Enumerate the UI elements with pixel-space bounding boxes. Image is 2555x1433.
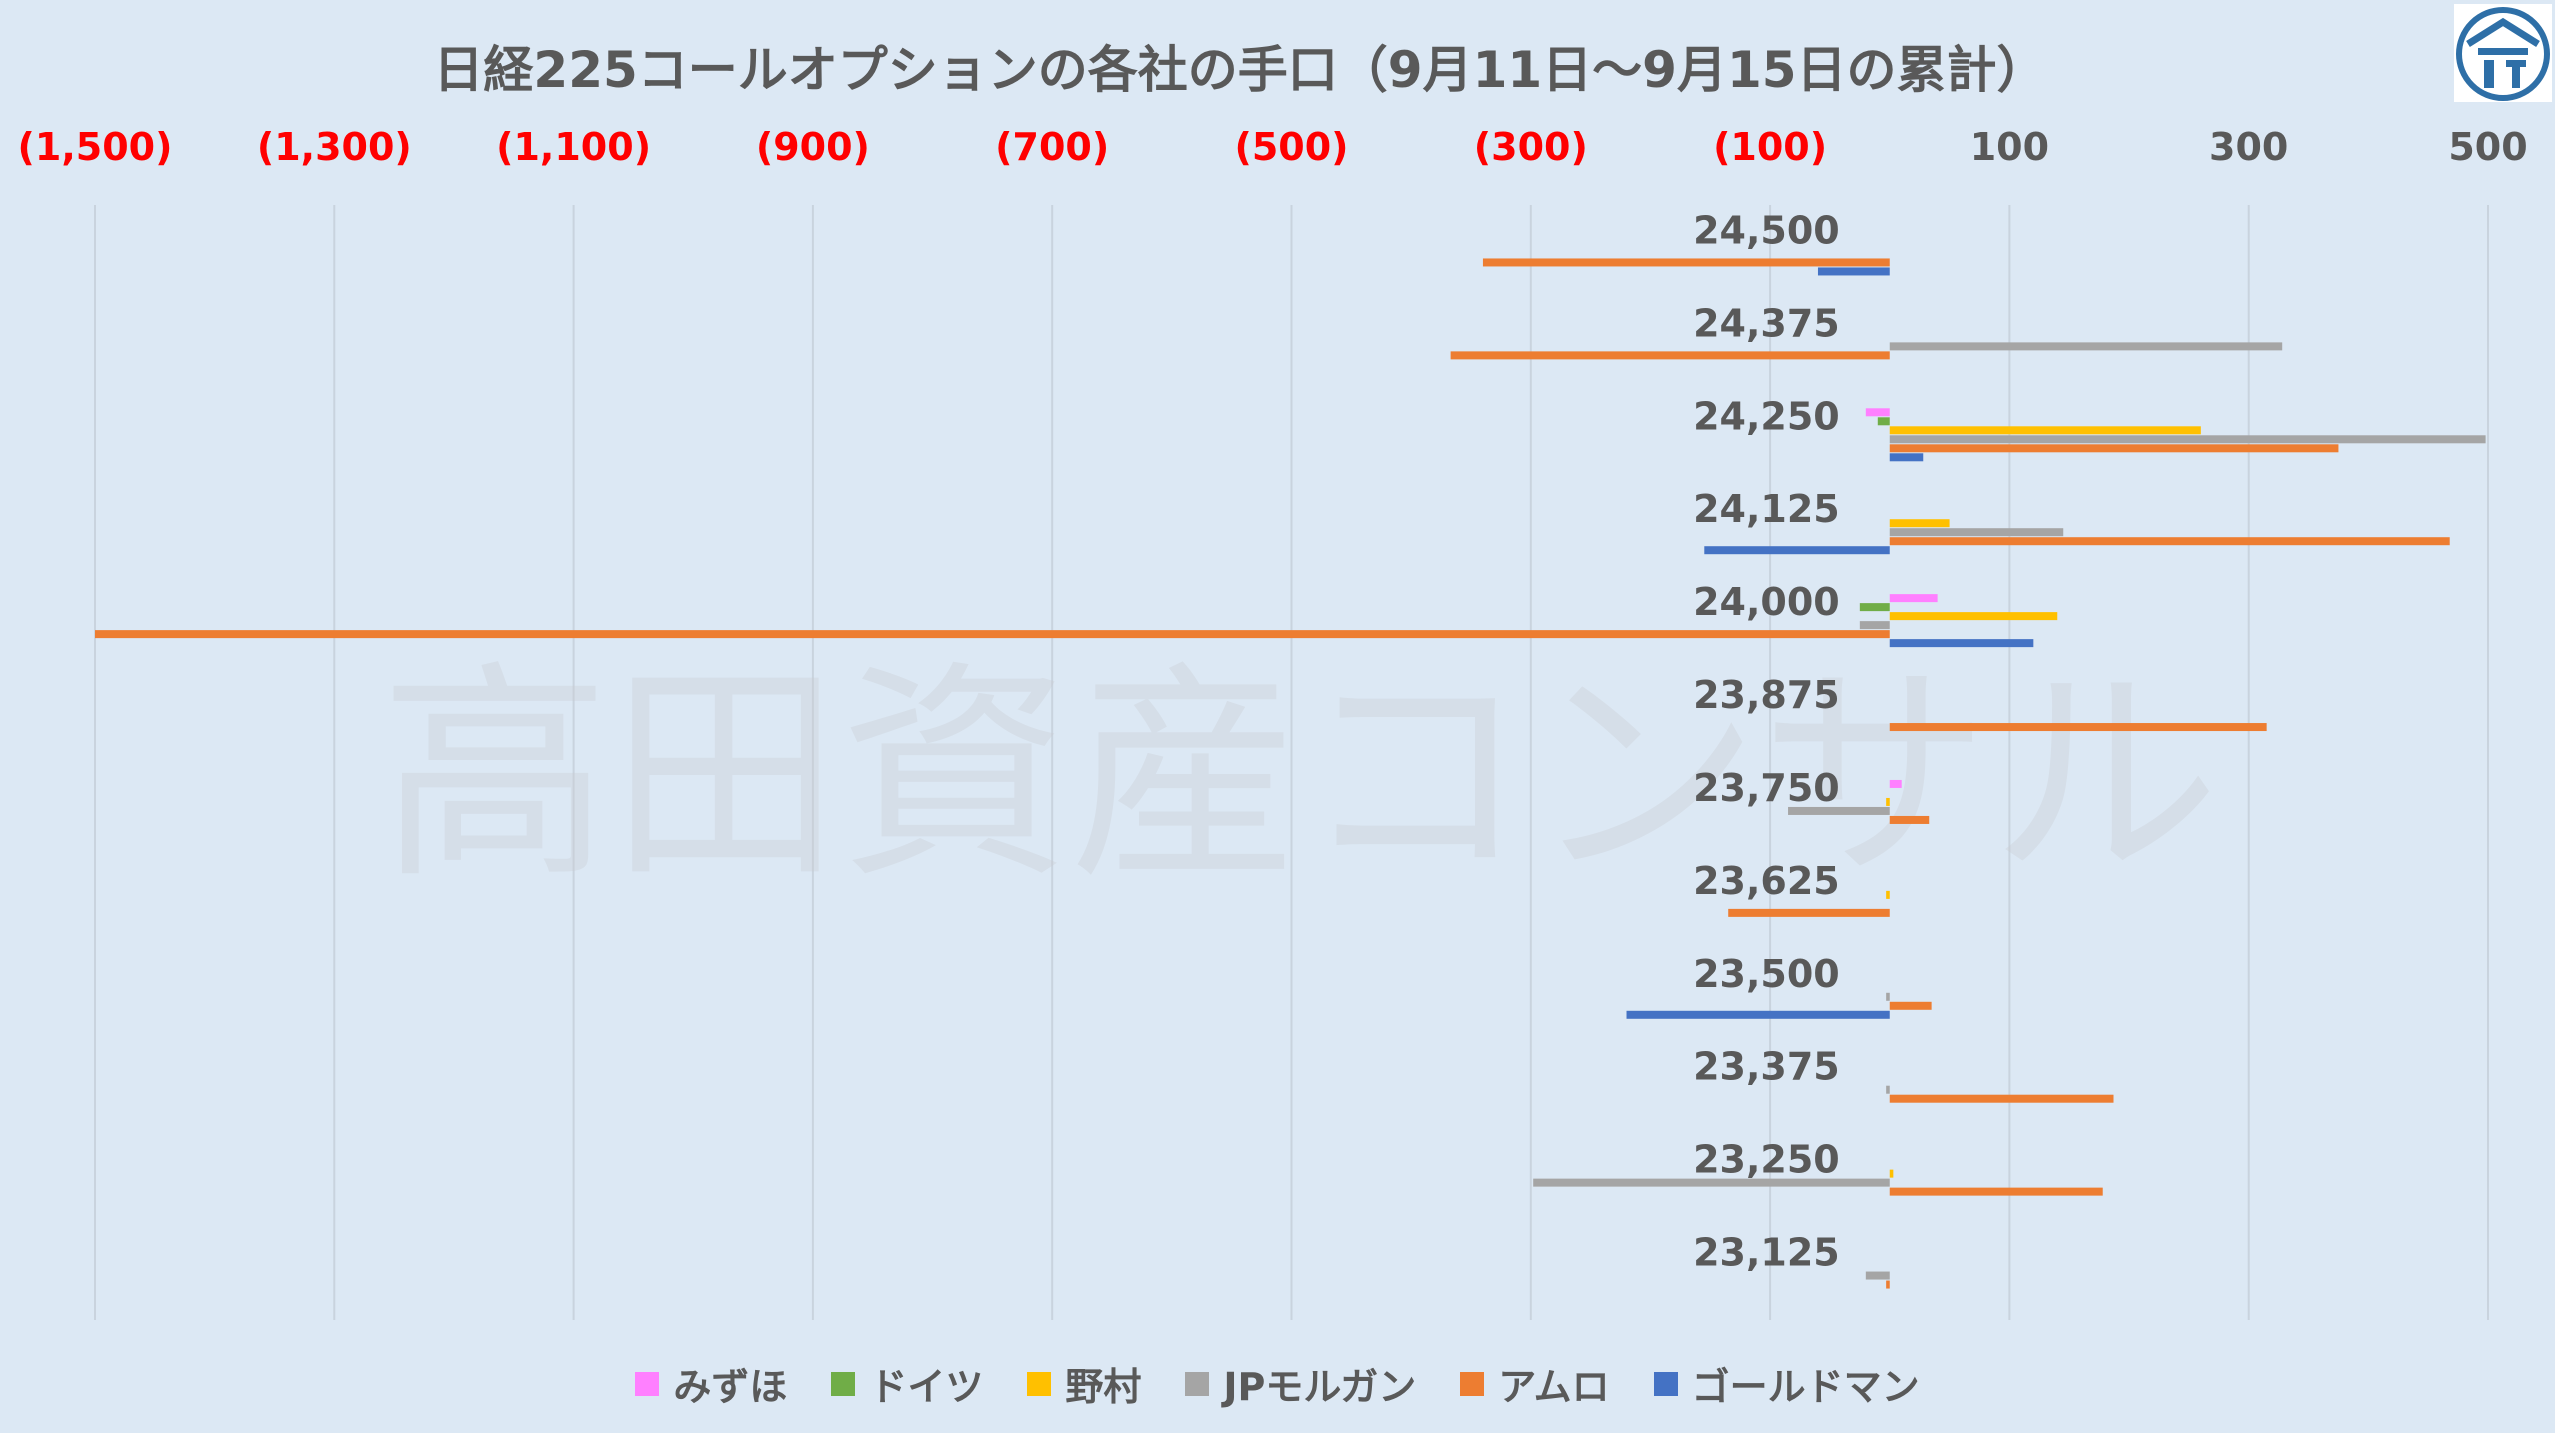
- bar: [1889, 528, 2064, 537]
- bar: [1886, 992, 1890, 1001]
- x-tick-label: 100: [1970, 125, 2049, 169]
- x-tick-label: (1,100): [496, 125, 651, 169]
- bar: [95, 630, 1890, 639]
- bar: [1704, 546, 1890, 555]
- x-tick-label: (900): [756, 125, 870, 169]
- bar: [1889, 519, 1950, 528]
- category-label: 23,500: [1693, 952, 1840, 996]
- bars-layer: [95, 258, 2486, 1289]
- bar: [1889, 779, 1902, 788]
- bar: [1889, 342, 2283, 351]
- legend-swatch: [1185, 1371, 1210, 1396]
- bar: [1482, 258, 1890, 267]
- bar: [1889, 444, 2339, 453]
- x-tick-label: 300: [2209, 125, 2288, 169]
- category-label: 24,125: [1693, 487, 1840, 531]
- legend-item: みずほ: [635, 1356, 787, 1411]
- bar: [1865, 408, 1890, 417]
- category-label: 23,625: [1693, 859, 1840, 903]
- company-logo: [2454, 4, 2552, 102]
- bar: [1889, 537, 2450, 546]
- bar: [1889, 453, 1924, 462]
- bar: [1889, 1187, 2103, 1196]
- bar: [1889, 1169, 1894, 1178]
- category-label: 24,375: [1693, 301, 1840, 345]
- x-tick-label: (500): [1234, 125, 1348, 169]
- bar: [1859, 603, 1890, 612]
- legend-item: ドイツ: [831, 1356, 983, 1411]
- bar: [1865, 1271, 1890, 1280]
- legend-swatch: [1027, 1371, 1052, 1396]
- bar: [1889, 815, 1930, 824]
- bar: [1817, 267, 1890, 276]
- legend-swatch: [635, 1371, 660, 1396]
- bar: [1877, 417, 1890, 426]
- takata-logo-icon: [2456, 7, 2550, 101]
- bar: [1450, 351, 1890, 360]
- watermark-text: 高田資産コンサル: [380, 643, 2220, 910]
- category-label: 23,250: [1693, 1138, 1840, 1182]
- x-tick-label: (100): [1713, 125, 1827, 169]
- bar: [1728, 908, 1890, 917]
- legend-label: みずほ: [673, 1365, 788, 1409]
- bar: [1889, 594, 1938, 603]
- bar: [1889, 435, 2486, 444]
- legend-label: ゴールドマン: [1691, 1365, 1920, 1409]
- bar: [1626, 1010, 1890, 1019]
- category-label: 24,500: [1693, 208, 1840, 252]
- bar: [1788, 806, 1890, 815]
- legend-item: ゴールドマン: [1653, 1356, 1920, 1411]
- x-tick-label: 500: [2448, 125, 2527, 169]
- bar: [1886, 890, 1890, 899]
- category-label: 24,000: [1693, 580, 1840, 624]
- bar: [1886, 1280, 1890, 1289]
- legend-label: JPモルガン: [1223, 1365, 1417, 1409]
- legend-label: ドイツ: [869, 1365, 984, 1409]
- x-tick-label: (1,500): [18, 125, 173, 169]
- bar: [1886, 1085, 1890, 1094]
- bar: [1889, 1001, 1932, 1010]
- legend-swatch: [1653, 1371, 1678, 1396]
- legend-label: アムロ: [1498, 1365, 1610, 1409]
- bar: [1889, 1094, 2114, 1103]
- bar: [1889, 612, 2058, 621]
- x-tick-labels: (1,500) (1,300) (1,100) (900) (700) (500) (300…: [18, 125, 2528, 169]
- x-tick-label: (1,300): [257, 125, 412, 169]
- legend-item: アムロ: [1460, 1356, 1610, 1411]
- legend-swatch: [1460, 1371, 1485, 1396]
- legend-label: 野村: [1065, 1365, 1142, 1409]
- bar: [1889, 426, 2201, 435]
- bar: [1889, 639, 2034, 648]
- category-label: 23,750: [1693, 766, 1840, 810]
- bar: [1889, 723, 2267, 732]
- category-label: 24,250: [1693, 394, 1840, 438]
- legend-swatch: [831, 1371, 856, 1396]
- legend-item: JPモルガン: [1185, 1356, 1416, 1411]
- bar: [1859, 621, 1890, 630]
- x-tick-label: (700): [995, 125, 1109, 169]
- legend-item: 野村: [1027, 1356, 1141, 1411]
- x-tick-label: (300): [1474, 125, 1588, 169]
- bar: [1533, 1178, 1890, 1187]
- bar: [1886, 797, 1890, 806]
- category-labels: 24,500 24,375 24,250 24,125 24,000 23,875 23,7…: [1693, 208, 1840, 1274]
- gridlines: [94, 205, 2489, 1320]
- category-label: 23,125: [1693, 1231, 1840, 1275]
- legend: みずほ ドイツ 野村 JPモルガン アムロ ゴールドマン: [0, 1356, 2555, 1411]
- chart-title: 日経225コールオプションの各社の手口（9月11日～9月15日の累計）: [433, 41, 2047, 99]
- category-label: 23,875: [1693, 673, 1840, 717]
- category-label: 23,375: [1693, 1045, 1840, 1089]
